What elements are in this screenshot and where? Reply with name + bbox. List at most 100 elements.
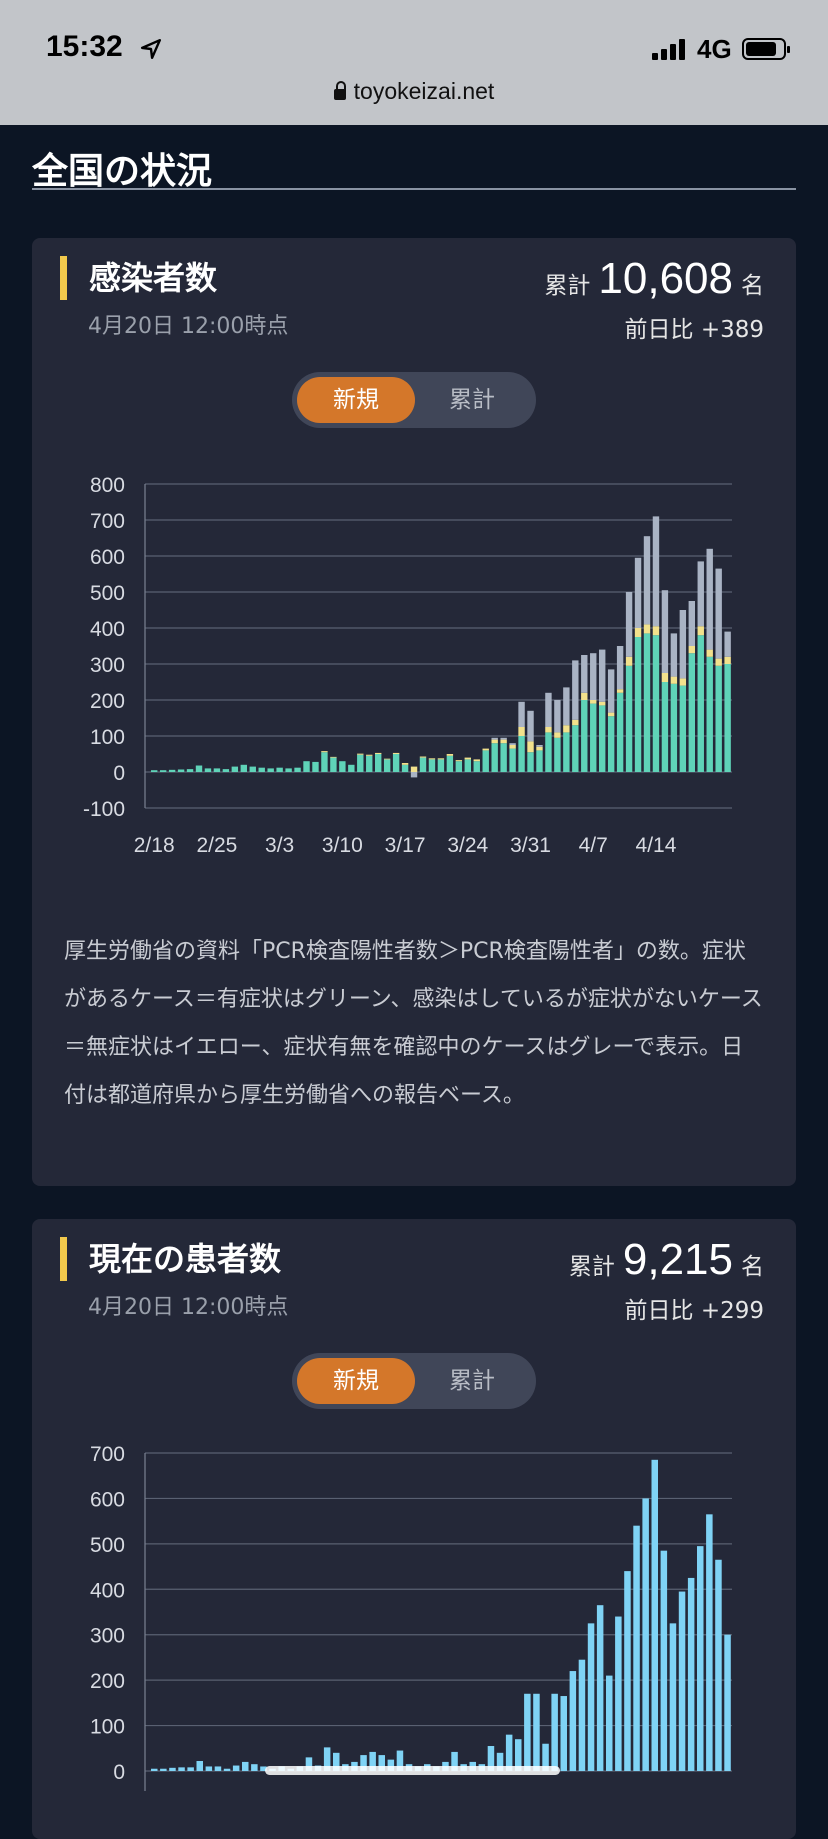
bar-symptomatic <box>401 764 409 772</box>
bar-symptomatic <box>375 754 382 772</box>
bar-symptomatic <box>213 768 221 772</box>
bar-symptomatic <box>168 769 176 772</box>
y-tick-label: 300 <box>90 1625 125 1648</box>
bar-asymptomatic <box>661 673 669 682</box>
bar-symptomatic <box>607 716 615 772</box>
bar-patients <box>214 1766 222 1771</box>
bar-asymptomatic <box>715 658 722 666</box>
bar-symptomatic <box>186 769 194 772</box>
bar-symptomatic <box>419 757 427 772</box>
bar-symptomatic <box>249 766 256 772</box>
bar-asymptomatic <box>330 756 337 758</box>
bar-symptomatic <box>670 683 678 772</box>
patients-chart: 700 600 500 400 300 200 100 0 <box>90 1443 732 1791</box>
bar-symptomatic <box>303 761 310 772</box>
bar-symptomatic <box>661 682 669 772</box>
infected-total-label: 累計 <box>544 273 591 299</box>
bar-symptomatic <box>151 770 158 772</box>
bar-patients <box>660 1550 668 1771</box>
bar-unconfirmed <box>616 646 624 690</box>
bar-asymptomatic <box>383 758 391 760</box>
bar-symptomatic <box>294 767 301 772</box>
status-time: 15:32 <box>46 30 123 63</box>
bar-symptomatic <box>258 767 265 772</box>
patients-total: 累計 9,215 名 <box>569 1235 764 1285</box>
patients-total-value: 9,215 <box>622 1235 733 1284</box>
patients-toggle[interactable]: 新規 累計 <box>292 1353 536 1409</box>
bar-asymptomatic <box>625 656 633 666</box>
bar-asymptomatic <box>679 678 687 686</box>
bar-patients <box>642 1498 649 1771</box>
y-tick-label: 500 <box>90 1534 125 1557</box>
bar-symptomatic <box>410 772 418 778</box>
y-tick-label: 200 <box>90 690 125 713</box>
bar-asymptomatic <box>643 624 651 634</box>
patients-delta: 前日比 +299 <box>624 1298 764 1324</box>
infected-toggle-new[interactable]: 新規 <box>297 377 415 423</box>
url-bar[interactable]: toyokeizai.net <box>0 78 828 105</box>
infected-delta: 前日比 +389 <box>624 317 764 343</box>
bar-patients <box>587 1623 595 1771</box>
bar-symptomatic <box>599 705 606 772</box>
bar-patients <box>251 1764 258 1771</box>
bar-symptomatic <box>491 743 498 772</box>
lock-icon <box>333 81 346 100</box>
patients-date: 4月20日 12:00時点 <box>88 1295 289 1320</box>
bar-patients <box>569 1671 577 1771</box>
infected-toggle-cumulative[interactable]: 累計 <box>449 387 495 413</box>
infected-total: 累計 10,608 名 <box>544 254 764 304</box>
bar-unconfirmed <box>607 669 615 713</box>
bar-patients <box>633 1525 640 1771</box>
bar-unconfirmed <box>554 700 561 733</box>
bar-asymptomatic <box>634 628 642 637</box>
patients-total-label: 累計 <box>568 1254 615 1280</box>
bar-asymptomatic <box>706 649 713 657</box>
bar-patients <box>323 1747 331 1771</box>
status-bar: 15:32 4G toyokeizai.net <box>0 0 828 125</box>
y-tick-label: 600 <box>90 546 125 569</box>
bar-asymptomatic <box>652 626 660 636</box>
bar-unconfirmed <box>527 710 534 742</box>
bar-symptomatic <box>688 653 695 772</box>
bar-patients <box>205 1766 213 1771</box>
bar-asymptomatic <box>357 753 364 755</box>
bar-unconfirmed <box>715 568 722 659</box>
bar-asymptomatic <box>500 739 507 744</box>
bar-symptomatic <box>697 635 704 772</box>
bar-asymptomatic <box>616 689 624 693</box>
y-tick-label: 100 <box>90 726 125 749</box>
bar-symptomatic <box>536 750 543 772</box>
bar-symptomatic <box>554 737 561 772</box>
bar-patients <box>260 1766 267 1771</box>
bar-symptomatic <box>625 665 633 772</box>
bar-unconfirmed <box>625 592 633 657</box>
bar-patients <box>396 1750 404 1771</box>
bar-unconfirmed <box>706 548 713 650</box>
bar-unconfirmed <box>518 701 525 727</box>
bar-symptomatic <box>482 750 489 772</box>
bar-asymptomatic <box>527 741 534 753</box>
infected-date: 4月20日 12:00時点 <box>88 314 289 339</box>
bar-symptomatic <box>455 761 463 772</box>
y-tick-label: 0 <box>113 762 125 785</box>
bar-symptomatic <box>590 703 597 772</box>
patients-toggle-new[interactable]: 新規 <box>297 1358 415 1404</box>
bar-asymptomatic <box>590 700 597 704</box>
patients-toggle-cumulative[interactable]: 累計 <box>449 1368 495 1394</box>
bar-patients <box>187 1767 194 1771</box>
bar-unconfirmed <box>599 649 606 702</box>
infected-toggle[interactable]: 新規 累計 <box>292 372 536 428</box>
bar-asymptomatic <box>464 757 471 760</box>
patients-card: 現在の患者数 4月20日 12:00時点 累計 9,215 名 前日比 +299 新… <box>32 1219 796 1839</box>
bar-symptomatic <box>473 761 480 772</box>
x-tick-label: 2/25 <box>196 834 237 857</box>
bar-patients <box>451 1751 458 1771</box>
bar-patients <box>223 1768 231 1771</box>
y-tick-label: 800 <box>90 474 125 497</box>
bar-unconfirmed <box>679 610 687 679</box>
y-tick-label: 200 <box>90 1670 125 1693</box>
bar-unconfirmed <box>509 743 516 745</box>
bar-symptomatic <box>285 768 292 772</box>
bar-patients <box>533 1693 540 1771</box>
infected-total-value: 10,608 <box>598 254 733 303</box>
